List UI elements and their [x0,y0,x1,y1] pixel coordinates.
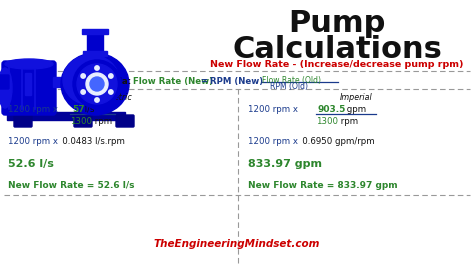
FancyBboxPatch shape [83,51,107,56]
Circle shape [81,90,85,94]
Text: gpm: gpm [344,105,366,114]
Circle shape [109,90,113,94]
Text: TheEngineeringMindset.com: TheEngineeringMindset.com [154,239,320,249]
Text: 0.0483 l/s.rpm: 0.0483 l/s.rpm [54,137,125,146]
Circle shape [73,60,121,108]
Ellipse shape [0,68,12,108]
FancyBboxPatch shape [27,76,49,92]
Text: Flow Rate (New): Flow Rate (New) [133,77,213,86]
Ellipse shape [61,53,129,115]
Text: Formula:: Formula: [88,77,131,86]
Ellipse shape [63,55,119,105]
Text: Calculations: Calculations [232,35,442,64]
Text: New Flow Rate - (Increase/decrease pump rpm): New Flow Rate - (Increase/decrease pump … [210,60,464,69]
FancyBboxPatch shape [116,115,134,127]
Text: 57: 57 [72,105,85,114]
FancyBboxPatch shape [2,61,56,115]
Circle shape [109,74,113,78]
FancyBboxPatch shape [87,32,103,54]
Circle shape [90,77,104,91]
Text: Imperial: Imperial [340,93,373,102]
Circle shape [77,64,117,104]
Text: 833.97 gpm: 833.97 gpm [248,159,322,169]
Text: rpm: rpm [92,117,112,126]
Text: 1300: 1300 [316,117,338,126]
Circle shape [95,66,99,70]
Text: 0.6950 gpm/rpm: 0.6950 gpm/rpm [294,137,374,146]
Text: New Flow Rate = 52.6 l/s: New Flow Rate = 52.6 l/s [8,181,135,190]
Text: Flow Rate (Old): Flow Rate (Old) [262,77,321,85]
Text: RPM (New): RPM (New) [210,77,263,86]
Ellipse shape [5,59,53,69]
Circle shape [81,74,85,78]
Circle shape [95,98,99,102]
Text: Pump: Pump [288,9,386,38]
FancyBboxPatch shape [53,77,67,87]
FancyBboxPatch shape [74,115,92,127]
Text: RPM (Old): RPM (Old) [270,83,308,92]
Text: Metric: Metric [108,93,132,102]
Text: =: = [200,77,207,86]
Text: l/s: l/s [82,105,94,114]
Text: 1300: 1300 [70,117,92,126]
Text: 1200 rpm x: 1200 rpm x [248,105,298,114]
Text: 1200 rpm x: 1200 rpm x [8,137,58,146]
Circle shape [86,73,108,95]
Text: 1200 rpm x: 1200 rpm x [248,137,298,146]
Text: 903.5: 903.5 [318,105,346,114]
FancyBboxPatch shape [0,75,9,89]
FancyBboxPatch shape [14,115,32,127]
Text: 52.6 l/s: 52.6 l/s [8,159,54,169]
Text: New Flow Rate = 833.97 gpm: New Flow Rate = 833.97 gpm [248,181,398,190]
FancyBboxPatch shape [7,112,125,120]
Text: rpm: rpm [338,117,358,126]
FancyBboxPatch shape [25,73,31,95]
FancyBboxPatch shape [82,29,108,34]
Text: 1200 rpm x: 1200 rpm x [8,105,58,114]
